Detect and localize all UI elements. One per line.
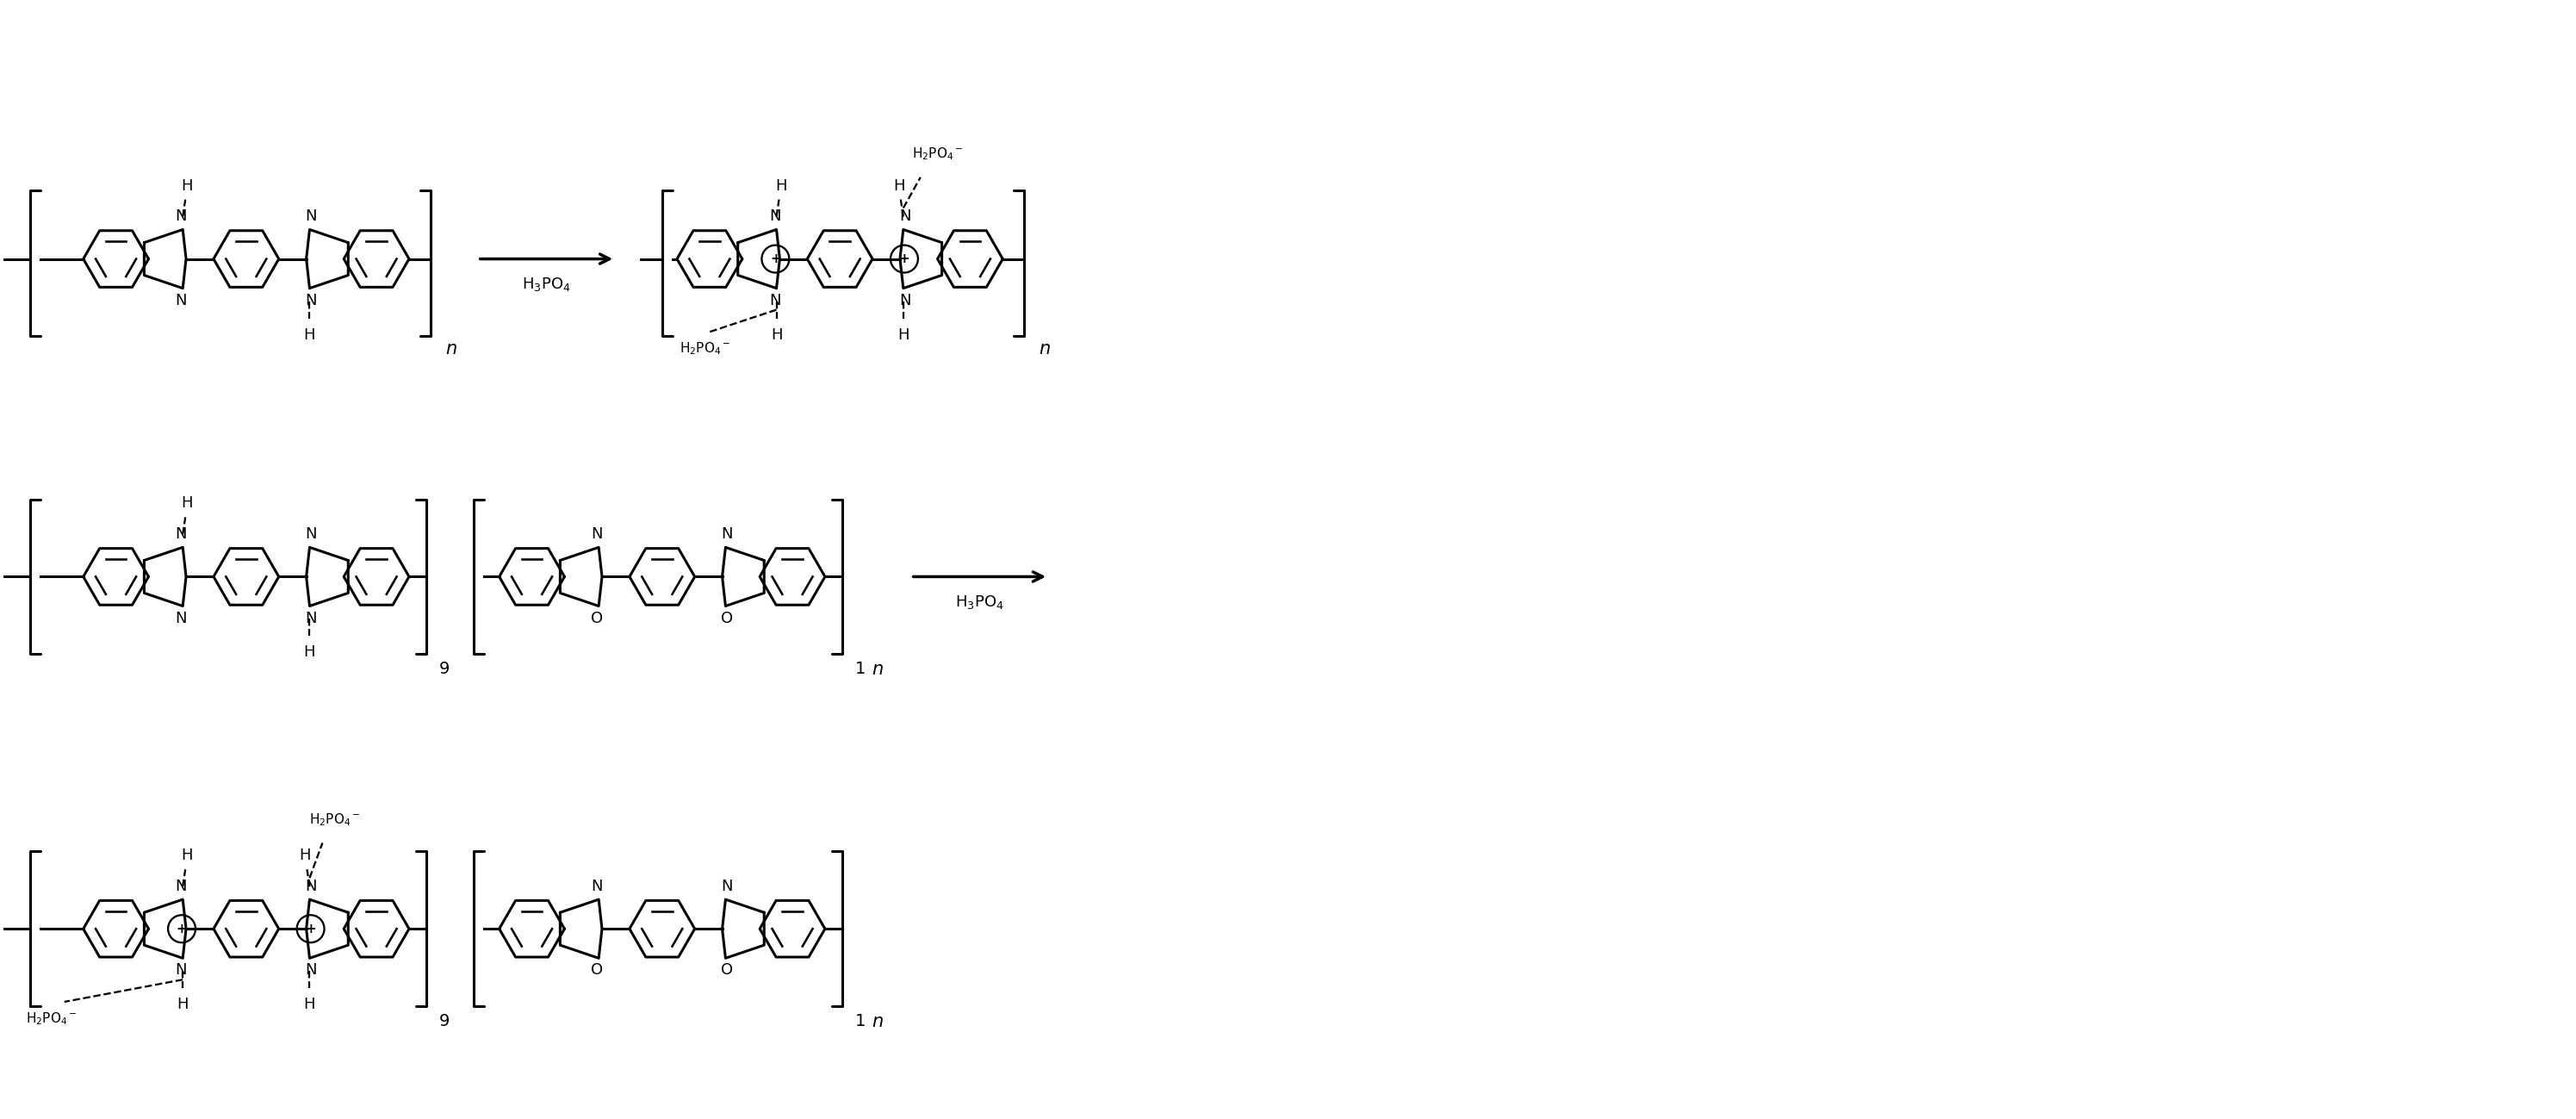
Text: n: n [873,1013,884,1031]
Text: H$_3$PO$_4$: H$_3$PO$_4$ [956,594,1005,611]
Text: N: N [307,610,317,626]
Text: N: N [307,878,317,894]
Text: N: N [899,292,912,308]
Text: N: N [899,209,912,225]
Text: N: N [307,209,317,225]
Text: 1: 1 [855,661,866,677]
Text: O: O [721,962,734,978]
Text: H: H [299,848,312,864]
Text: H$_2$PO$_4$$^-$: H$_2$PO$_4$$^-$ [680,340,732,357]
Text: H: H [894,178,904,194]
Text: H: H [304,327,314,342]
Text: O: O [590,962,603,978]
Text: 1: 1 [855,1013,866,1029]
Text: 9: 9 [438,661,451,677]
Text: H$_3$PO$_4$: H$_3$PO$_4$ [523,276,572,293]
Text: n: n [446,340,456,358]
Text: N: N [590,527,603,542]
Text: H: H [178,997,188,1013]
Text: H: H [180,848,193,864]
Text: H: H [304,645,314,660]
Text: O: O [721,610,734,626]
Text: H: H [775,178,786,194]
Text: N: N [590,878,603,894]
Text: H: H [896,327,909,342]
Text: 9: 9 [438,1013,451,1029]
Text: +: + [899,253,909,265]
Text: H: H [304,997,314,1013]
Text: N: N [307,292,317,308]
Text: N: N [307,962,317,978]
Text: N: N [175,527,188,542]
Text: H: H [180,496,193,511]
Text: N: N [721,878,734,894]
Text: H$_2$PO$_4$$^-$: H$_2$PO$_4$$^-$ [912,145,963,162]
Text: H$_2$PO$_4$$^-$: H$_2$PO$_4$$^-$ [26,1010,77,1026]
Text: O: O [590,610,603,626]
Text: +: + [304,922,317,935]
Text: N: N [768,209,781,225]
Text: n: n [873,661,884,678]
Text: +: + [175,922,188,935]
Text: N: N [721,527,734,542]
Text: H$_2$PO$_4$$^-$: H$_2$PO$_4$$^-$ [309,811,361,827]
Text: H: H [180,178,193,194]
Text: N: N [307,527,317,542]
Text: N: N [175,610,188,626]
Text: n: n [1038,340,1051,358]
Text: N: N [175,209,188,225]
Text: H: H [770,327,783,342]
Text: +: + [770,253,781,265]
Text: N: N [768,292,781,308]
Text: N: N [175,878,188,894]
Text: N: N [175,962,188,978]
Text: N: N [175,292,188,308]
